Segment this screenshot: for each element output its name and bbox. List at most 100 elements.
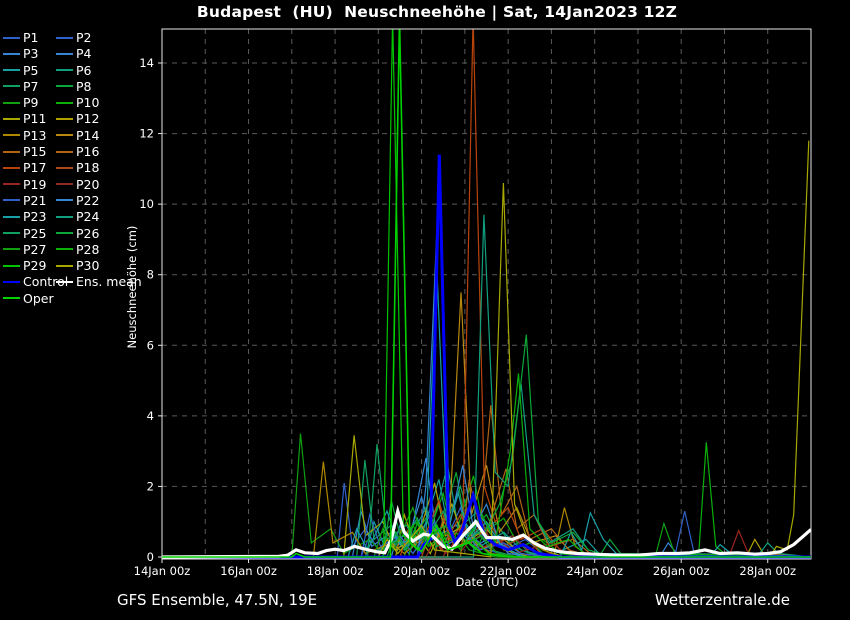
legend-label: P21 [23,192,47,208]
legend-line-swatch [3,297,20,300]
legend-item-p27: P27 [3,243,56,256]
legend-item-p25: P25 [3,227,56,240]
legend-line-swatch [3,52,20,55]
legend-item-p9: P9 [3,96,56,109]
legend-line-swatch [56,85,73,88]
legend-item-p15: P15 [3,145,56,158]
legend-label: P9 [23,95,39,111]
legend-label: P13 [23,127,47,143]
legend-item-p10: P10 [56,96,168,109]
legend-item-p5: P5 [3,64,56,77]
legend-item-p16: P16 [56,145,168,158]
legend-line-swatch [3,117,20,120]
series-line-p30 [162,140,810,558]
legend-line-swatch [3,248,20,251]
legend-item-p30: P30 [56,259,168,272]
legend-label: P4 [76,46,92,62]
legend-item-p11: P11 [3,112,56,125]
legend-label: P29 [23,258,47,274]
legend-line-swatch [56,117,73,120]
legend-label: P15 [23,144,47,160]
y-tick-label: 6 [147,338,154,352]
legend-line-swatch [3,232,20,235]
y-tick-label: 12 [139,127,154,141]
plot-frame [161,28,812,560]
legend-label: P7 [23,78,39,94]
legend-label: P28 [76,241,100,257]
site-credit-label: Wetterzentrale.de [654,591,790,609]
legend-line-swatch [56,215,73,218]
y-tick-label: 0 [147,550,154,564]
legend-label: Ens. mean [76,274,142,290]
legend-item-p14: P14 [56,129,168,142]
legend-label: P22 [76,192,100,208]
legend-item-p24: P24 [56,210,168,223]
legend-item-p28: P28 [56,243,168,256]
legend-item-p18: P18 [56,161,168,174]
legend-label: P12 [76,111,100,127]
legend-label: P26 [76,225,100,241]
legend-line-swatch [3,134,20,137]
legend-item-p3: P3 [3,47,56,60]
legend-item-p4: P4 [56,47,168,60]
legend-label: P10 [76,95,100,111]
series-line-p26 [162,334,811,558]
y-tick-label: 8 [147,268,154,282]
legend-label: P19 [23,176,47,192]
x-tick-label: 18Jan 00z [307,564,364,578]
series-line-p13 [162,461,811,558]
legend-line-swatch [3,166,20,169]
legend-line-swatch [3,280,20,283]
legend-label: P3 [23,46,39,62]
legend-line-swatch [3,69,20,72]
legend-label: P20 [76,176,100,192]
legend-label: P5 [23,62,39,78]
legend-line-swatch [56,183,73,186]
series-line-control [162,154,811,559]
x-tick-label: 22Jan 00z [480,564,537,578]
ensemble-lines [162,29,811,559]
legend-item-p2: P2 [56,31,168,44]
legend-line-swatch [56,264,73,267]
series-line-p24 [162,214,811,558]
legend-line-swatch [56,69,73,72]
legend-item-p20: P20 [56,178,168,191]
x-tick-label: 28Jan 00z [739,564,796,578]
legend-line-swatch [3,101,20,104]
series-line-ens-mean [162,504,811,559]
legend-label: P17 [23,160,47,176]
legend-item-p7: P7 [3,80,56,93]
legend-line-swatch [56,134,73,137]
legend-line-swatch [3,215,20,218]
legend-label: P11 [23,111,47,127]
series-line-oper [162,29,811,558]
legend-item-p17: P17 [3,161,56,174]
legend-label: P25 [23,225,47,241]
legend-item-control: Control [3,275,68,288]
legend-line-swatch [56,166,73,169]
legend-line-swatch [56,232,73,235]
legend-item-p29: P29 [3,259,56,272]
legend-line-swatch [56,52,73,55]
legend-item-p8: P8 [56,80,168,93]
legend-line-swatch [56,199,73,202]
legend-line-swatch [3,36,20,39]
legend-label: P8 [76,78,92,94]
y-tick-label: 14 [139,56,154,70]
legend-label: P14 [76,127,100,143]
legend-line-swatch [56,280,73,283]
legend-item-p22: P22 [56,194,168,207]
legend-item-p6: P6 [56,64,168,77]
legend-label: Oper [23,290,54,306]
series-line-p23 [162,264,811,558]
x-axis-label: Date (UTC) [455,575,519,589]
legend-label: P23 [23,209,47,225]
legend-line-swatch [56,248,73,251]
legend-label: P16 [76,144,100,160]
legend-label: P24 [76,209,100,225]
legend: P1 P2 P3 P4 P5 P6 P7 P8 P9 P10 P11 P12 P13 P14 P15 P16 P… [3,31,168,305]
series-line-p8 [162,472,811,558]
legend-line-swatch [3,85,20,88]
